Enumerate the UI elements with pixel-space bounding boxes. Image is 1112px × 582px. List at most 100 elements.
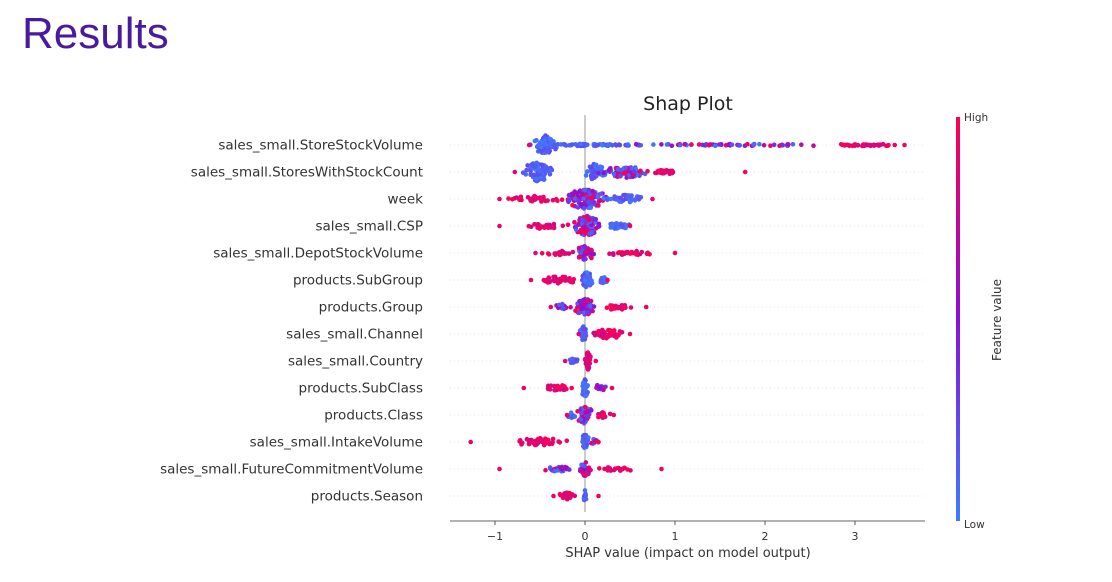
shap-point: [586, 199, 591, 204]
shap-point: [570, 203, 575, 208]
shap-point: [608, 328, 614, 334]
shap-point: [650, 196, 655, 202]
shap-point: [627, 331, 633, 337]
shap-point: [599, 332, 605, 338]
shap-point: [578, 250, 584, 255]
shap-point: [596, 203, 601, 208]
feature-row-points: [528, 270, 610, 290]
feature-row-points: [468, 432, 601, 451]
x-tick-label: 0: [582, 530, 589, 543]
shap-point: [636, 197, 642, 202]
shap-point: [588, 195, 594, 201]
shap-point: [579, 191, 585, 196]
shap-point: [627, 223, 633, 229]
shap-point: [855, 142, 861, 148]
shap-point: [541, 277, 547, 283]
shap-point: [545, 198, 550, 203]
shap-point: [637, 251, 643, 257]
shap-point: [535, 436, 541, 442]
shap-point: [638, 168, 643, 174]
shap-point: [612, 466, 618, 472]
shap-point: [587, 303, 593, 309]
shap-point: [528, 168, 533, 174]
shap-point: [785, 142, 790, 147]
page-heading: Results: [22, 9, 169, 58]
shap-point: [581, 188, 587, 193]
x-tick-label: 1: [672, 530, 679, 543]
shap-point: [537, 142, 543, 147]
shap-point: [623, 223, 629, 228]
shap-point: [572, 196, 578, 201]
shap-point: [582, 390, 588, 396]
shap-point: [585, 367, 591, 372]
shap-point: [717, 142, 722, 147]
shap-point: [559, 197, 565, 202]
shap-point: [589, 255, 594, 261]
feature-label: sales_small.StoresWithStockCount: [191, 165, 423, 181]
shap-point: [631, 169, 637, 175]
shap-point: [542, 441, 548, 446]
shap-point: [696, 142, 702, 147]
shap-point: [582, 377, 588, 382]
feature-label: products.Class: [324, 408, 423, 424]
shap-point: [790, 142, 796, 147]
shap-point: [534, 138, 539, 143]
shap-point: [583, 409, 589, 415]
shap-point: [581, 206, 587, 211]
shap-point: [621, 198, 626, 203]
shap-point: [712, 143, 718, 149]
feature-row-points: [548, 296, 649, 317]
shap-point: [562, 358, 568, 364]
shap-point: [547, 172, 553, 177]
shap-point: [582, 404, 588, 410]
shap-point: [651, 142, 656, 147]
shap-point: [569, 385, 574, 391]
shap-point: [524, 167, 529, 173]
feature-label: sales_small.DepotStockVolume: [213, 246, 423, 262]
shap-point: [583, 492, 588, 498]
shap-points: [468, 133, 907, 503]
shap-point: [542, 142, 548, 147]
shap-point: [539, 199, 544, 204]
feature-label: sales_small.Channel: [286, 327, 423, 343]
shap-point: [539, 148, 544, 154]
shap-point: [552, 383, 557, 389]
shap-point: [576, 245, 582, 251]
shap-point: [577, 254, 582, 260]
feature-row-points: [533, 244, 678, 262]
shap-point: [661, 170, 667, 175]
shap-point: [546, 386, 551, 392]
shap-point: [811, 143, 816, 148]
shap-point: [576, 310, 582, 316]
shap-point: [531, 163, 536, 169]
shap-point: [557, 302, 562, 308]
shap-point: [611, 171, 617, 177]
shap-point: [524, 436, 530, 442]
shap-point: [840, 142, 845, 148]
shap-point: [584, 414, 590, 420]
feature-row-points: [562, 350, 599, 372]
shap-point: [581, 225, 586, 230]
shap-point: [570, 192, 576, 198]
x-tick-label: 3: [852, 530, 859, 543]
shap-point: [547, 136, 553, 142]
shap-point: [585, 309, 591, 315]
shap-point: [659, 466, 664, 472]
feature-label: products.SubGroup: [293, 273, 423, 289]
colorbar-low-label: Low: [964, 519, 985, 531]
shap-point: [541, 224, 546, 229]
shap-point: [585, 142, 590, 148]
shap-point: [617, 142, 622, 148]
shap-point: [546, 252, 552, 257]
shap-point: [609, 221, 615, 227]
shap-point: [538, 175, 543, 180]
shap-point: [612, 195, 618, 201]
shap-point: [751, 142, 756, 147]
feature-row-points: [576, 324, 633, 343]
shap-point: [512, 169, 518, 175]
shap-point: [601, 170, 607, 176]
shap-point: [585, 169, 590, 174]
feature-row-points: [526, 133, 907, 155]
feature-labels: sales_small.StoreStockVolume sales_small.…: [160, 138, 423, 505]
shap-point: [729, 142, 735, 148]
